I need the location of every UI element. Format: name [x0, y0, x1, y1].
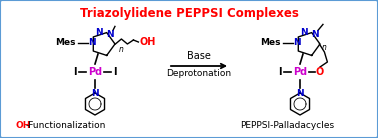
Text: N: N	[311, 30, 319, 39]
Text: n: n	[119, 44, 124, 54]
Text: PEPPSI-Palladacycles: PEPPSI-Palladacycles	[240, 121, 334, 130]
Text: OH: OH	[16, 121, 31, 130]
Text: Mes: Mes	[55, 38, 76, 47]
Text: -Functionalization: -Functionalization	[26, 121, 106, 130]
Text: O: O	[316, 67, 324, 77]
Text: n: n	[322, 43, 327, 51]
Text: I: I	[278, 67, 282, 77]
Text: N: N	[300, 28, 308, 37]
Text: Deprotonation: Deprotonation	[166, 69, 232, 78]
Text: N: N	[91, 88, 99, 98]
Text: Base: Base	[187, 51, 211, 61]
Text: N: N	[95, 28, 102, 37]
Text: I: I	[73, 67, 77, 77]
Text: OH: OH	[139, 37, 156, 47]
Text: Mes: Mes	[260, 38, 280, 47]
Text: N: N	[88, 38, 95, 47]
Text: Pd: Pd	[293, 67, 307, 77]
Text: N: N	[296, 88, 304, 98]
Text: I: I	[113, 67, 117, 77]
Text: Triazolylidene PEPPSI Complexes: Triazolylidene PEPPSI Complexes	[79, 7, 299, 20]
Text: N: N	[293, 38, 301, 47]
Text: N: N	[106, 30, 114, 39]
Text: Pd: Pd	[88, 67, 102, 77]
